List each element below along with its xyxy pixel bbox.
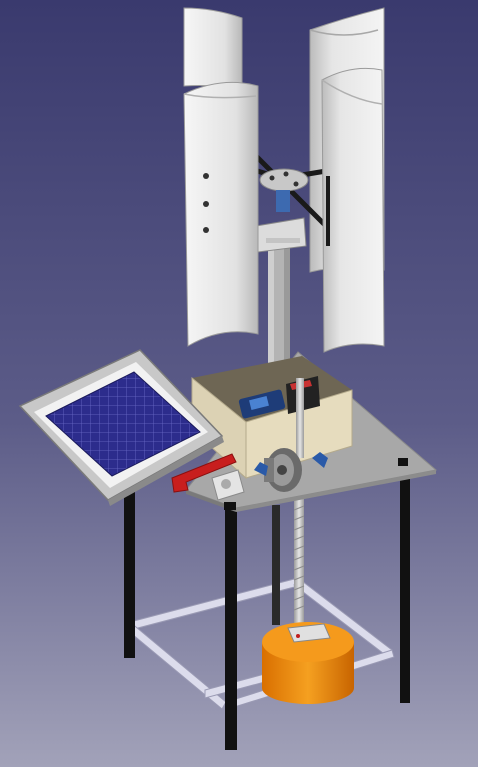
solar-panel bbox=[18, 349, 224, 506]
mast bbox=[268, 230, 290, 366]
savonius-rotor bbox=[183, 7, 385, 353]
threaded-rod bbox=[294, 380, 304, 640]
red-clamp bbox=[171, 453, 237, 493]
pillow-block bbox=[211, 469, 245, 501]
generator-assembly bbox=[254, 448, 328, 492]
threaded-rod-upper bbox=[296, 378, 304, 458]
table-legs bbox=[124, 477, 410, 750]
counterweight bbox=[262, 622, 354, 704]
rotor-hub bbox=[255, 168, 309, 253]
